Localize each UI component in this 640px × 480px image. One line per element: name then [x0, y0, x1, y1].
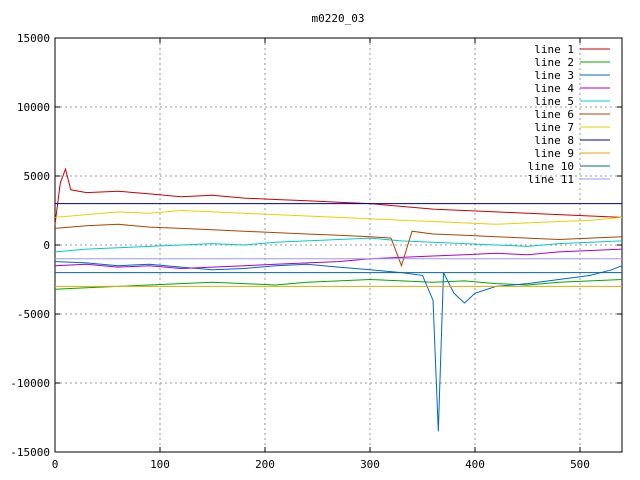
series-line-6: [54, 223, 623, 268]
legend-label-10: line 10: [528, 160, 574, 173]
x-tick-label: 100: [150, 458, 170, 471]
legend-label-9: line 9: [534, 147, 574, 160]
x-axis-ticks: 0 100 200 300 400 500: [52, 38, 590, 471]
legend-label-5: line 5: [534, 95, 574, 108]
series-line-5: [54, 237, 623, 253]
series-line-2: [54, 278, 623, 290]
y-tick-label: -15000: [10, 446, 50, 459]
grid: [55, 38, 622, 452]
y-tick-label: 10000: [17, 101, 50, 114]
chart-title: m0220_03: [312, 12, 365, 25]
y-tick-label: 0: [43, 239, 50, 252]
x-tick-label: 300: [360, 458, 380, 471]
legend-label-11: line 11: [528, 173, 574, 186]
x-tick-label: 0: [52, 458, 59, 471]
series-line-7: [54, 209, 623, 225]
legend-label-6: line 6: [534, 108, 574, 121]
x-tick-label: 500: [570, 458, 590, 471]
y-tick-label: -10000: [10, 377, 50, 390]
legend-label-2: line 2: [534, 56, 574, 69]
y-axis-ticks: -15000 -10000 -5000 0 5000 10000 15000: [10, 32, 622, 459]
legend-label-1: line 1: [534, 43, 574, 56]
y-tick-label: 5000: [24, 170, 51, 183]
series-line-4: [54, 248, 623, 270]
x-tick-label: 200: [255, 458, 275, 471]
legend-label-3: line 3: [534, 69, 574, 82]
legend-label-4: line 4: [534, 82, 574, 95]
legend-label-8: line 8: [534, 134, 574, 147]
series-line-3: [54, 261, 623, 432]
series-lines: [54, 167, 623, 432]
y-tick-label: 15000: [17, 32, 50, 45]
y-tick-label: -5000: [17, 308, 50, 321]
x-tick-label: 400: [465, 458, 485, 471]
series-line-1: [54, 167, 623, 225]
legend-label-7: line 7: [534, 121, 574, 134]
